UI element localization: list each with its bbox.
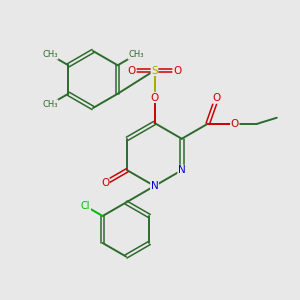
- Text: Cl: Cl: [81, 201, 91, 211]
- Text: CH₃: CH₃: [42, 50, 58, 59]
- Text: N: N: [178, 165, 186, 175]
- Text: CH₃: CH₃: [128, 50, 144, 59]
- Text: O: O: [150, 92, 159, 103]
- Text: N: N: [151, 181, 158, 191]
- Text: O: O: [231, 119, 239, 129]
- Text: O: O: [213, 93, 221, 103]
- Text: CH₃: CH₃: [42, 100, 58, 109]
- Text: O: O: [173, 65, 181, 76]
- Text: S: S: [151, 65, 158, 76]
- Text: O: O: [101, 178, 109, 188]
- Text: O: O: [128, 65, 136, 76]
